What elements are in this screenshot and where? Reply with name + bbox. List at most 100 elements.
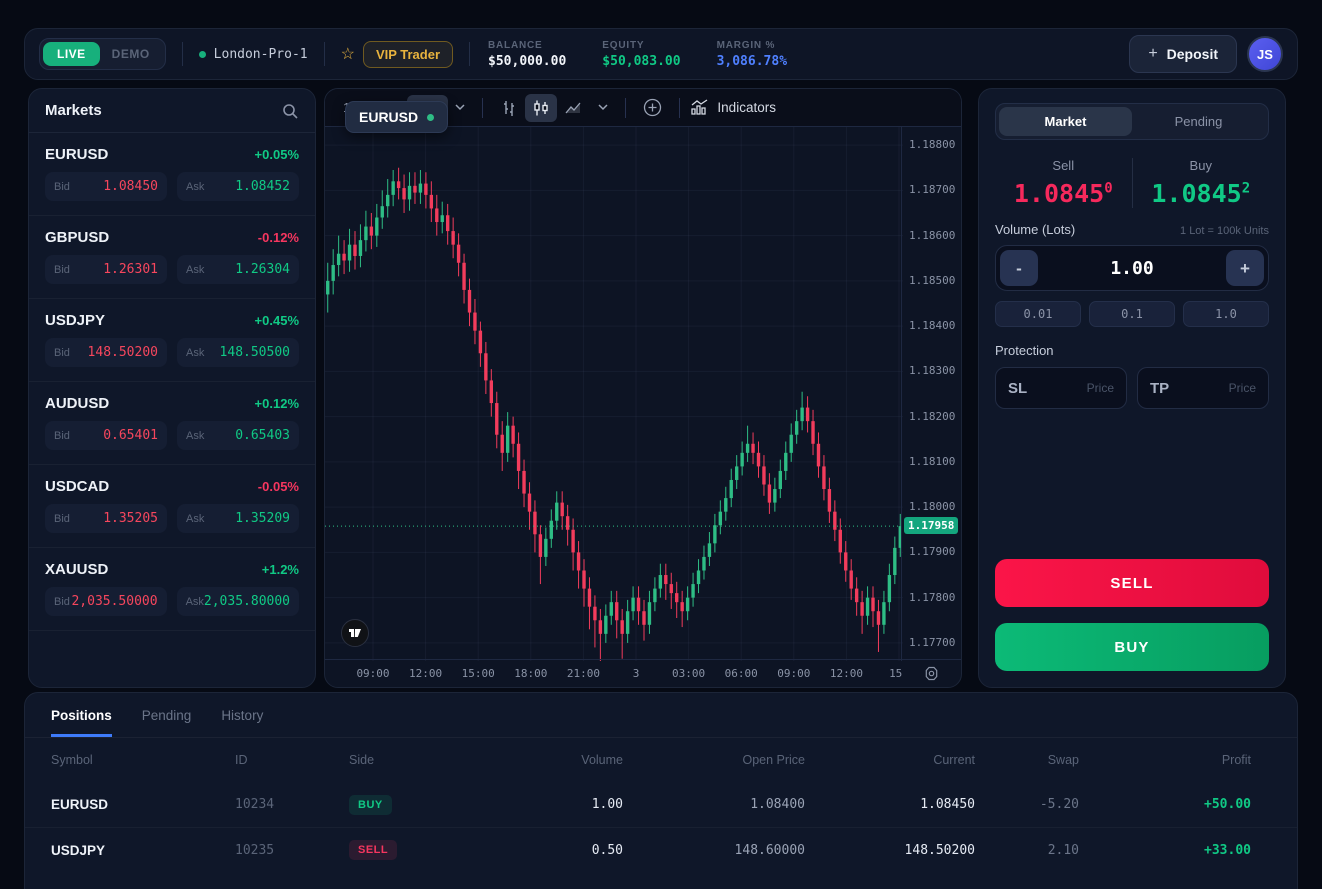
- market-change: +0.12%: [254, 396, 299, 411]
- indicators-button[interactable]: Indicators: [690, 99, 776, 116]
- divider: [469, 42, 471, 66]
- bid-label: Bid: [54, 429, 70, 442]
- chart-panel: 1m5m15m: [324, 88, 962, 688]
- bid-quote-button[interactable]: Bid 1.35205: [45, 504, 167, 533]
- tab-pending[interactable]: Pending: [1174, 114, 1223, 129]
- chart-type-chevron-down-icon[interactable]: [591, 99, 615, 116]
- side-badge: BUY: [349, 794, 392, 815]
- bid-quote-button[interactable]: Bid 2,035.50000: [45, 587, 167, 616]
- stop-loss-field[interactable]: SL Price: [995, 367, 1127, 409]
- tab-history[interactable]: History: [221, 708, 264, 723]
- add-symbol-icon[interactable]: [636, 93, 669, 122]
- volume-input[interactable]: 1.00: [1110, 257, 1154, 279]
- price-tick: 1.18400: [909, 319, 956, 333]
- ask-label: Ask: [186, 180, 205, 193]
- timeframe-chevron-down-icon[interactable]: [448, 99, 472, 116]
- ask-quote-button[interactable]: Ask 1.26304: [177, 255, 299, 284]
- stat-value: 3,086.78%: [716, 53, 788, 69]
- sl-placeholder: Price: [1086, 381, 1114, 395]
- bid-value: 2,035.50000: [71, 594, 158, 609]
- bid-quote-button[interactable]: Bid 1.08450: [45, 172, 167, 201]
- tab-market[interactable]: Market: [999, 107, 1132, 136]
- take-profit-field[interactable]: TP Price: [1137, 367, 1269, 409]
- market-list-item[interactable]: XAUUSD +1.2% Bid 2,035.50000 Ask 2,035.80000: [29, 548, 315, 631]
- area-chart-type-icon[interactable]: [557, 94, 591, 122]
- stat-value: $50,083.00: [602, 53, 681, 69]
- volume-decrease-button[interactable]: -: [1000, 250, 1038, 286]
- demo-mode-button[interactable]: DEMO: [111, 47, 150, 61]
- row-id: 10234: [235, 797, 275, 812]
- ask-label: Ask: [186, 429, 205, 442]
- ask-label: Ask: [186, 346, 205, 359]
- ask-quote-button[interactable]: Ask 1.35209: [177, 504, 299, 533]
- chart-settings-icon[interactable]: [901, 659, 961, 687]
- ask-quote-button[interactable]: Ask 1.08452: [177, 172, 299, 201]
- time-tick: 12:00: [409, 667, 443, 680]
- table-row[interactable]: USDJPY 10235 SELL 0.50 148.60000 148.50200 2.1…: [25, 827, 1297, 872]
- buy-quote[interactable]: Buy 1.08452: [1131, 158, 1270, 208]
- candlestick-chart[interactable]: [325, 127, 903, 661]
- bid-quote-button[interactable]: Bid 148.50200: [45, 338, 167, 367]
- row-volume: 1.00: [591, 797, 623, 812]
- market-change: +0.45%: [254, 313, 299, 328]
- buy-button[interactable]: BUY: [995, 623, 1269, 671]
- current-price-badge: 1.17958: [904, 517, 959, 535]
- ask-quote-button[interactable]: Ask 148.50500: [177, 338, 299, 367]
- volume-increase-button[interactable]: +: [1226, 250, 1264, 286]
- tp-placeholder: Price: [1228, 381, 1256, 395]
- price-axis[interactable]: 1.18800 1.18700 1.18600 1.18500 1.18400 1.183…: [901, 127, 961, 661]
- connection-dot-icon: [198, 50, 206, 58]
- account-mode-toggle[interactable]: LIVE DEMO: [39, 38, 166, 70]
- quick-volume-0.1[interactable]: 0.1: [1089, 301, 1175, 327]
- time-tick: 09:00: [356, 667, 390, 680]
- top-bar: LIVE DEMO London-Pro-1 ☆ VIP Trader BALA…: [24, 28, 1298, 80]
- account-stat: EQUITY $50,083.00: [602, 40, 680, 69]
- live-mode-button[interactable]: LIVE: [43, 42, 100, 66]
- market-list-item[interactable]: USDJPY +0.45% Bid 148.50200 Ask 148.50500: [29, 299, 315, 382]
- market-list-item[interactable]: EURUSD +0.05% Bid 1.08450 Ask 1.08452: [29, 133, 315, 216]
- avatar[interactable]: JS: [1247, 36, 1283, 72]
- stat-label: BALANCE: [488, 39, 543, 51]
- candlestick-chart-type-icon[interactable]: [525, 93, 558, 122]
- column-header: Side: [349, 753, 375, 767]
- quick-volume-0.01[interactable]: 0.01: [995, 301, 1081, 327]
- deposit-button[interactable]: + Deposit: [1129, 35, 1237, 73]
- price-tick: 1.18300: [909, 364, 956, 378]
- ask-quote-button[interactable]: Ask 2,035.80000: [176, 587, 299, 616]
- bid-quote-button[interactable]: Bid 0.65401: [45, 421, 167, 450]
- search-icon[interactable]: [281, 102, 299, 120]
- market-list-item[interactable]: USDCAD -0.05% Bid 1.35205 Ask 1.35209: [29, 465, 315, 548]
- time-axis[interactable]: 09:00 12:00 15:00 18:00 21:00 3 03:00 06:00 09:0…: [325, 659, 903, 687]
- row-current-price: 148.50200: [904, 842, 975, 858]
- price-tick: 1.17700: [909, 635, 956, 649]
- bid-quote-button[interactable]: Bid 1.26301: [45, 255, 167, 284]
- quick-volume-1.0[interactable]: 1.0: [1183, 301, 1269, 327]
- ask-value: 148.50500: [219, 345, 290, 360]
- column-header: Symbol: [51, 753, 93, 767]
- bar-chart-type-icon[interactable]: [493, 94, 525, 122]
- market-list-item[interactable]: GBPUSD -0.12% Bid 1.26301 Ask 1.26304: [29, 216, 315, 299]
- lot-note: 1 Lot = 100k Units: [1180, 225, 1269, 237]
- account-stat: BALANCE $50,000.00: [488, 40, 566, 69]
- price-tick: 1.18700: [909, 183, 956, 197]
- row-side: SELL: [349, 840, 479, 860]
- sell-quote[interactable]: Sell 1.08450: [1013, 158, 1113, 208]
- row-profit: +50.00: [1204, 797, 1251, 812]
- column-header: Swap: [1047, 753, 1079, 767]
- row-side: BUY: [349, 794, 479, 815]
- row-open-price: 1.08400: [750, 797, 805, 812]
- price-tick: 1.18600: [909, 228, 956, 242]
- table-row[interactable]: EURUSD 10234 BUY 1.00 1.08400 1.08450 -5.20 +50…: [25, 782, 1297, 827]
- time-tick: 15:00: [461, 667, 495, 680]
- order-panel: Market Pending Sell 1.08450 Buy 1.08452 …: [978, 88, 1286, 688]
- order-type-tabs: Market Pending: [995, 103, 1269, 140]
- tab-positions[interactable]: Positions: [51, 708, 112, 737]
- market-list-item[interactable]: AUDUSD +0.12% Bid 0.65401 Ask 0.65403: [29, 382, 315, 465]
- chart-symbol-badge[interactable]: EURUSD: [345, 101, 449, 133]
- sell-button[interactable]: SELL: [995, 559, 1269, 607]
- column-header: Current: [933, 753, 975, 767]
- tab-pending[interactable]: Pending: [141, 708, 192, 723]
- volume-label: Volume (Lots): [995, 222, 1076, 237]
- ask-quote-button[interactable]: Ask 0.65403: [177, 421, 299, 450]
- row-swap: 2.10: [1047, 842, 1079, 858]
